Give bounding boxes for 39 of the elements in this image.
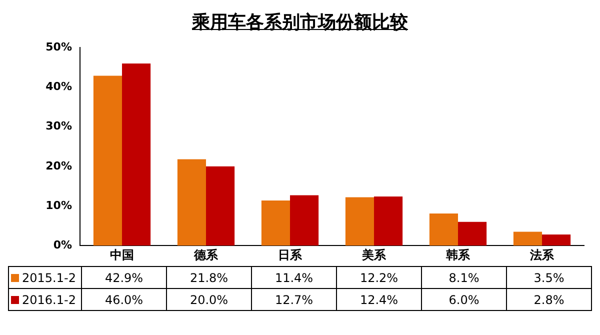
bar [290, 195, 319, 246]
data-label: 42.9% [82, 266, 166, 288]
data-label: 12.2% [336, 266, 422, 288]
y-tick-label: 30% [46, 120, 72, 133]
y-tick-label: 10% [46, 198, 72, 212]
bar [542, 234, 571, 246]
bar [261, 200, 290, 246]
x-tick-label: 德系 [193, 248, 219, 262]
y-tick-label: 0% [53, 238, 72, 252]
chart-title: 乘用车各系别市场份额比较 [190, 11, 409, 35]
legend-label: 2015.1-2 [22, 270, 76, 284]
bar [374, 196, 403, 246]
data-label: 3.5% [506, 266, 592, 288]
data-label: 2.8% [506, 288, 592, 310]
data-label: 20.0% [166, 288, 252, 310]
y-tick-label: 20% [46, 159, 72, 172]
bar [345, 197, 374, 246]
data-label: 12.7% [252, 288, 336, 310]
data-label: 6.0% [422, 288, 506, 310]
data-label: 8.1% [422, 266, 506, 288]
bar [122, 63, 151, 246]
y-tick-label: 40% [46, 80, 72, 94]
x-tick-label: 日系 [278, 248, 303, 262]
x-tick-label: 韩系 [445, 248, 471, 262]
data-label: 11.4% [252, 266, 336, 288]
bar [513, 232, 542, 246]
legend-label: 2016.1-2 [22, 292, 76, 306]
data-label: 12.4% [336, 288, 422, 310]
x-tick-label: 中国 [110, 248, 134, 262]
data-label: 21.8% [166, 266, 252, 288]
y-tick-label: 50% [46, 40, 72, 54]
bar [93, 76, 122, 246]
x-tick-label: 美系 [361, 248, 387, 262]
x-tick-label: 法系 [529, 248, 555, 262]
data-label: 46.0% [82, 288, 166, 310]
bar [458, 222, 487, 246]
bar [206, 166, 235, 246]
bar [177, 159, 206, 246]
bar [429, 214, 458, 246]
